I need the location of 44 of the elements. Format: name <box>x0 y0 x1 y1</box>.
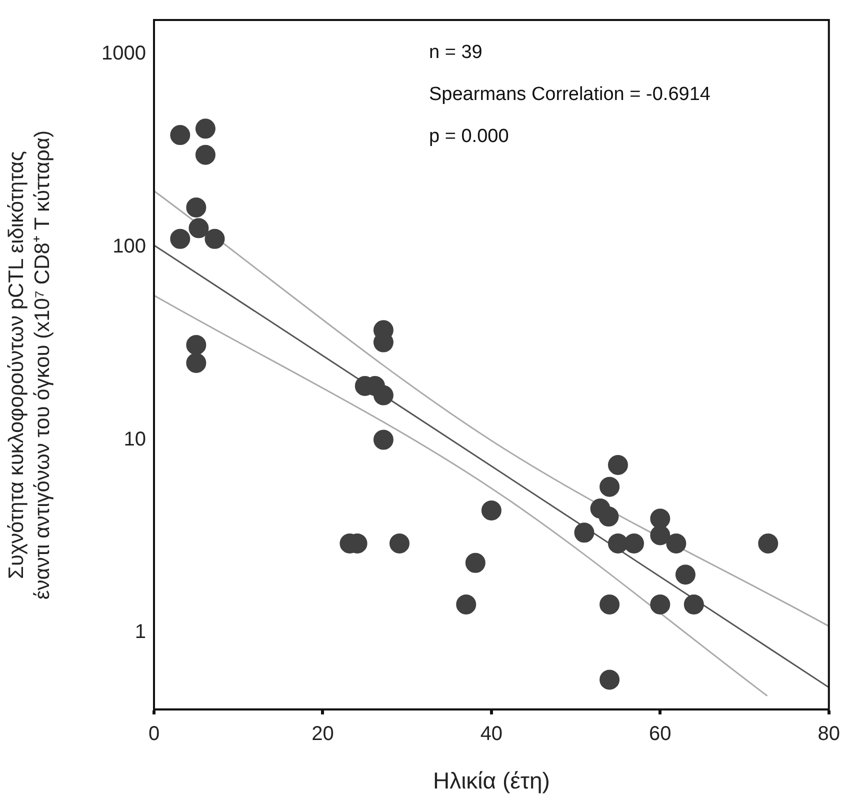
point <box>373 430 394 450</box>
point <box>600 476 620 497</box>
point <box>758 533 778 554</box>
point <box>195 144 216 165</box>
point <box>456 594 476 614</box>
y-tick-label: 1 <box>134 621 146 644</box>
x-tick-label: 20 <box>312 722 334 745</box>
point <box>188 218 209 238</box>
annotation: Spearmans Correlation = -0.6914 <box>429 84 711 106</box>
point <box>170 228 190 249</box>
x-tick-label: 80 <box>818 722 840 745</box>
point <box>650 594 670 614</box>
point <box>684 594 704 614</box>
point <box>204 228 225 249</box>
point <box>598 506 619 527</box>
point <box>608 454 628 475</box>
y-tick-label: 1000 <box>102 42 146 64</box>
point <box>170 125 190 146</box>
annotation: n = 39 <box>429 42 482 64</box>
point <box>465 552 486 573</box>
point <box>624 533 644 554</box>
x-tick-label: 60 <box>649 722 672 745</box>
point <box>574 522 594 543</box>
point <box>675 564 696 585</box>
point <box>186 197 206 218</box>
point <box>195 118 216 139</box>
x-tick-label: 40 <box>480 722 503 745</box>
point <box>600 670 620 690</box>
x-tick-label: 0 <box>148 722 160 745</box>
point <box>389 533 410 554</box>
y-tick-label: 10 <box>124 428 146 450</box>
y-axis-title: Συχνότητα κυκλοφορούντων pCTL ειδικότητας έναντι αντιγόνων του όγκου (x10⁷ CD8⁺ T κύτταρα) <box>4 129 55 602</box>
annotation: p = 0.000 <box>429 126 509 148</box>
point <box>650 525 670 546</box>
point <box>186 352 206 373</box>
point <box>186 334 206 355</box>
point <box>481 500 502 520</box>
point <box>666 533 686 554</box>
point <box>600 594 620 614</box>
x-axis-title: Ηλικία (έτη) <box>432 768 550 794</box>
y-tick-label: 100 <box>112 235 146 258</box>
point <box>650 508 670 529</box>
point <box>608 533 628 554</box>
point <box>373 385 394 406</box>
